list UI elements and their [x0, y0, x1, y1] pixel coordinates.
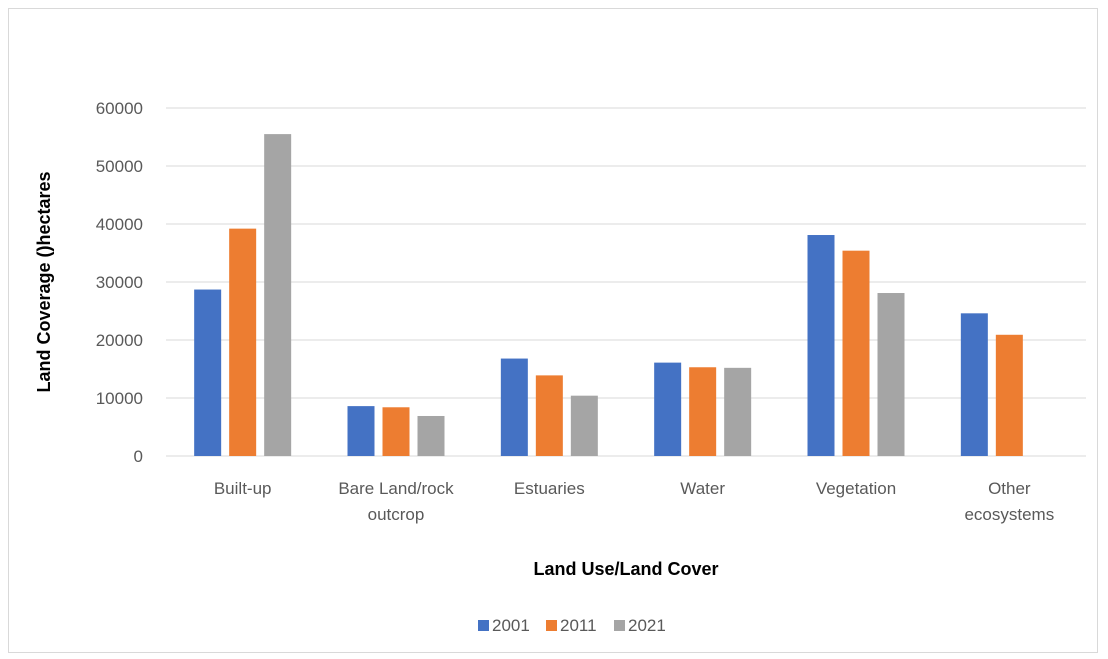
x-tick-label: Other ecosystems [964, 479, 1054, 524]
x-tick-label-line: outcrop [368, 505, 425, 524]
bar-2001 [500, 358, 528, 456]
bar-2011 [995, 334, 1023, 456]
bar-2011 [842, 250, 870, 456]
x-tick-label-line: Other [988, 479, 1031, 498]
x-axis-title: Land Use/Land Cover [533, 559, 718, 579]
x-tick-label: Bare Land/rock outcrop [338, 479, 454, 524]
bar-2021 [264, 134, 292, 456]
y-tick-label: 60000 [96, 99, 143, 118]
bar-2011 [689, 367, 717, 456]
y-tick-label: 30000 [96, 273, 143, 292]
legend-swatch-2021 [614, 620, 625, 631]
x-tick-label-line: ecosystems [964, 505, 1054, 524]
bar-2001 [960, 313, 988, 456]
x-tick-label-line: Estuaries [514, 479, 585, 498]
bar-2021 [877, 293, 905, 456]
bar-2021 [724, 367, 752, 456]
y-tick-label: 20000 [96, 331, 143, 350]
bar-2011 [535, 375, 563, 456]
legend-label-2011: 2011 [560, 616, 597, 635]
legend-swatch-2001 [478, 620, 489, 631]
bar-2021 [417, 415, 445, 456]
y-axis-title: Land Coverage ()hectares [34, 171, 54, 392]
y-axis-ticks: 0 10000 20000 30000 40000 50000 60000 [96, 99, 143, 466]
x-tick-label-line: Built-up [214, 479, 272, 498]
x-tick-label: Water [680, 479, 725, 498]
x-tick-label-line: Bare Land/rock [338, 479, 454, 498]
bar-2001 [654, 362, 682, 456]
y-tick-label: 40000 [96, 215, 143, 234]
gridlines [166, 107, 1086, 457]
legend-swatch-2011 [546, 620, 557, 631]
y-tick-label: 0 [134, 447, 143, 466]
legend-label-2001: 2001 [492, 616, 530, 635]
bar-2011 [229, 228, 257, 456]
x-tick-label: Vegetation [816, 479, 896, 498]
bar-2001 [807, 235, 835, 456]
x-tick-label-line: Vegetation [816, 479, 896, 498]
x-axis-ticks: Built-up Bare Land/rock outcrop Estuaries Wa… [214, 479, 1054, 524]
chart-frame [8, 8, 1098, 653]
bar-2001 [347, 406, 375, 456]
x-tick-label: Built-up [214, 479, 272, 498]
bar-2001 [194, 289, 222, 456]
bar-2011 [382, 407, 410, 456]
x-tick-label: Estuaries [514, 479, 585, 498]
bar-2021 [570, 395, 598, 456]
bars [194, 134, 1023, 456]
legend: 2001 2011 2021 [478, 616, 666, 635]
y-tick-label: 10000 [96, 389, 143, 408]
x-tick-label-line: Water [680, 479, 725, 498]
legend-label-2021: 2021 [628, 616, 666, 635]
y-tick-label: 50000 [96, 157, 143, 176]
